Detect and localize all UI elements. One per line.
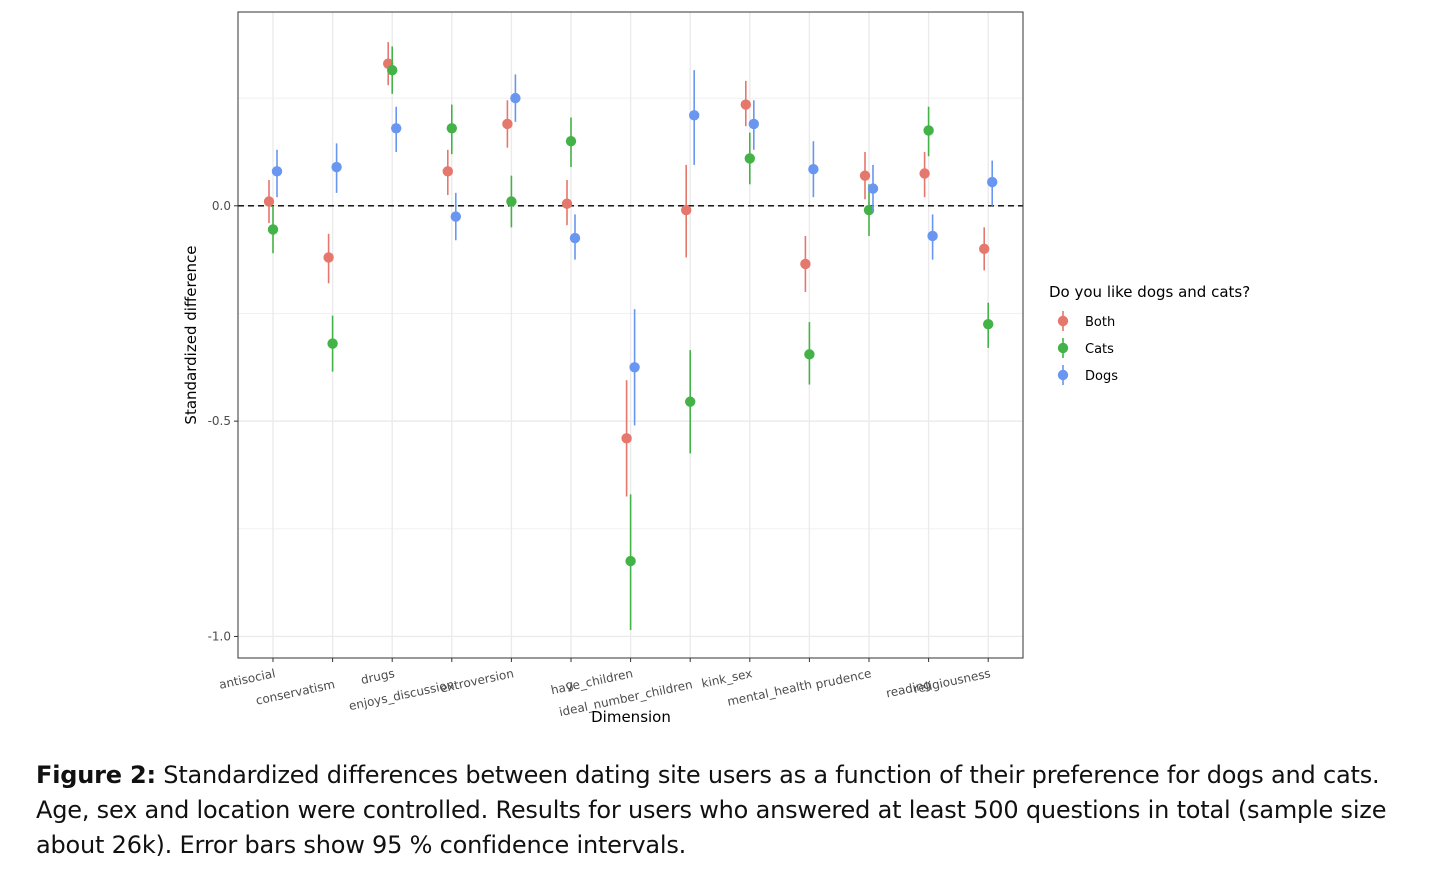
caption-text: Standardized differences between dating … <box>36 761 1387 859</box>
data-point <box>625 555 636 567</box>
data-point <box>983 319 994 330</box>
x-tick-label: drugs <box>360 666 396 687</box>
data-point <box>446 123 457 134</box>
data-point <box>748 118 759 130</box>
data-point <box>565 136 577 147</box>
data-point <box>391 123 402 134</box>
x-tick-label: prudence <box>814 666 872 691</box>
legend-label: Cats <box>1085 342 1114 357</box>
data-point <box>263 196 275 207</box>
data-point <box>979 243 990 255</box>
legend-label: Dogs <box>1085 369 1118 384</box>
data-point <box>331 161 342 173</box>
x-tick-label: antisocial <box>218 666 277 692</box>
data-point <box>450 211 461 222</box>
data-point <box>502 118 513 130</box>
data-point <box>927 230 938 242</box>
legend-item-dogs: Dogs <box>1057 365 1118 385</box>
data-point <box>271 166 283 177</box>
series-cats <box>267 46 994 631</box>
data-point <box>689 110 700 121</box>
data-point <box>808 163 819 175</box>
figure-caption: Figure 2: Standardized differences betwe… <box>36 758 1440 863</box>
y-tick-label: -0.5 <box>208 414 231 428</box>
legend-label: Both <box>1085 315 1115 330</box>
x-tick-label: g <box>564 677 574 692</box>
x-axis-title: Dimension <box>591 708 671 726</box>
y-tick-label: -1.0 <box>208 629 231 643</box>
legend-key-point <box>1057 369 1069 381</box>
data-point <box>987 176 998 188</box>
data-point <box>919 168 930 179</box>
series-dogs <box>271 70 998 426</box>
data-point <box>681 204 692 216</box>
legend-key-point <box>1057 315 1069 327</box>
series-both <box>263 42 990 497</box>
y-axis-title: Standardized difference <box>182 245 200 424</box>
data-point <box>629 362 640 373</box>
data-point <box>863 204 875 216</box>
legend-item-both: Both <box>1057 311 1115 331</box>
legend-title: Do you like dogs and cats? <box>1049 283 1250 301</box>
data-point <box>740 99 751 110</box>
y-tick-label: 0.0 <box>212 199 231 213</box>
data-point <box>800 258 811 270</box>
data-point <box>506 196 517 207</box>
chart: -1.0-0.50.0antisocialconservatismdrugsen… <box>182 11 1250 726</box>
legend-item-cats: Cats <box>1057 338 1114 358</box>
data-point <box>804 349 815 360</box>
x-tick-label: religiousness <box>912 666 992 696</box>
data-point <box>859 170 871 181</box>
legend: Do you like dogs and cats? Both Cats Dogs <box>1049 283 1250 385</box>
data-point <box>923 125 934 136</box>
data-point <box>510 92 521 104</box>
series-layer <box>263 42 998 631</box>
data-point <box>387 64 398 76</box>
data-point <box>327 338 338 349</box>
x-tick-label: extroversion <box>439 666 515 695</box>
data-point <box>569 232 581 244</box>
data-point <box>323 252 334 263</box>
data-point <box>621 433 632 444</box>
data-point <box>867 183 879 194</box>
caption-label: Figure 2: <box>36 761 156 789</box>
data-point <box>744 153 755 164</box>
x-tick-label: kink_sex <box>700 666 753 690</box>
data-point <box>685 396 696 407</box>
data-point <box>267 224 279 235</box>
data-point <box>561 198 573 209</box>
legend-key-point <box>1057 342 1069 354</box>
data-point <box>442 166 453 177</box>
